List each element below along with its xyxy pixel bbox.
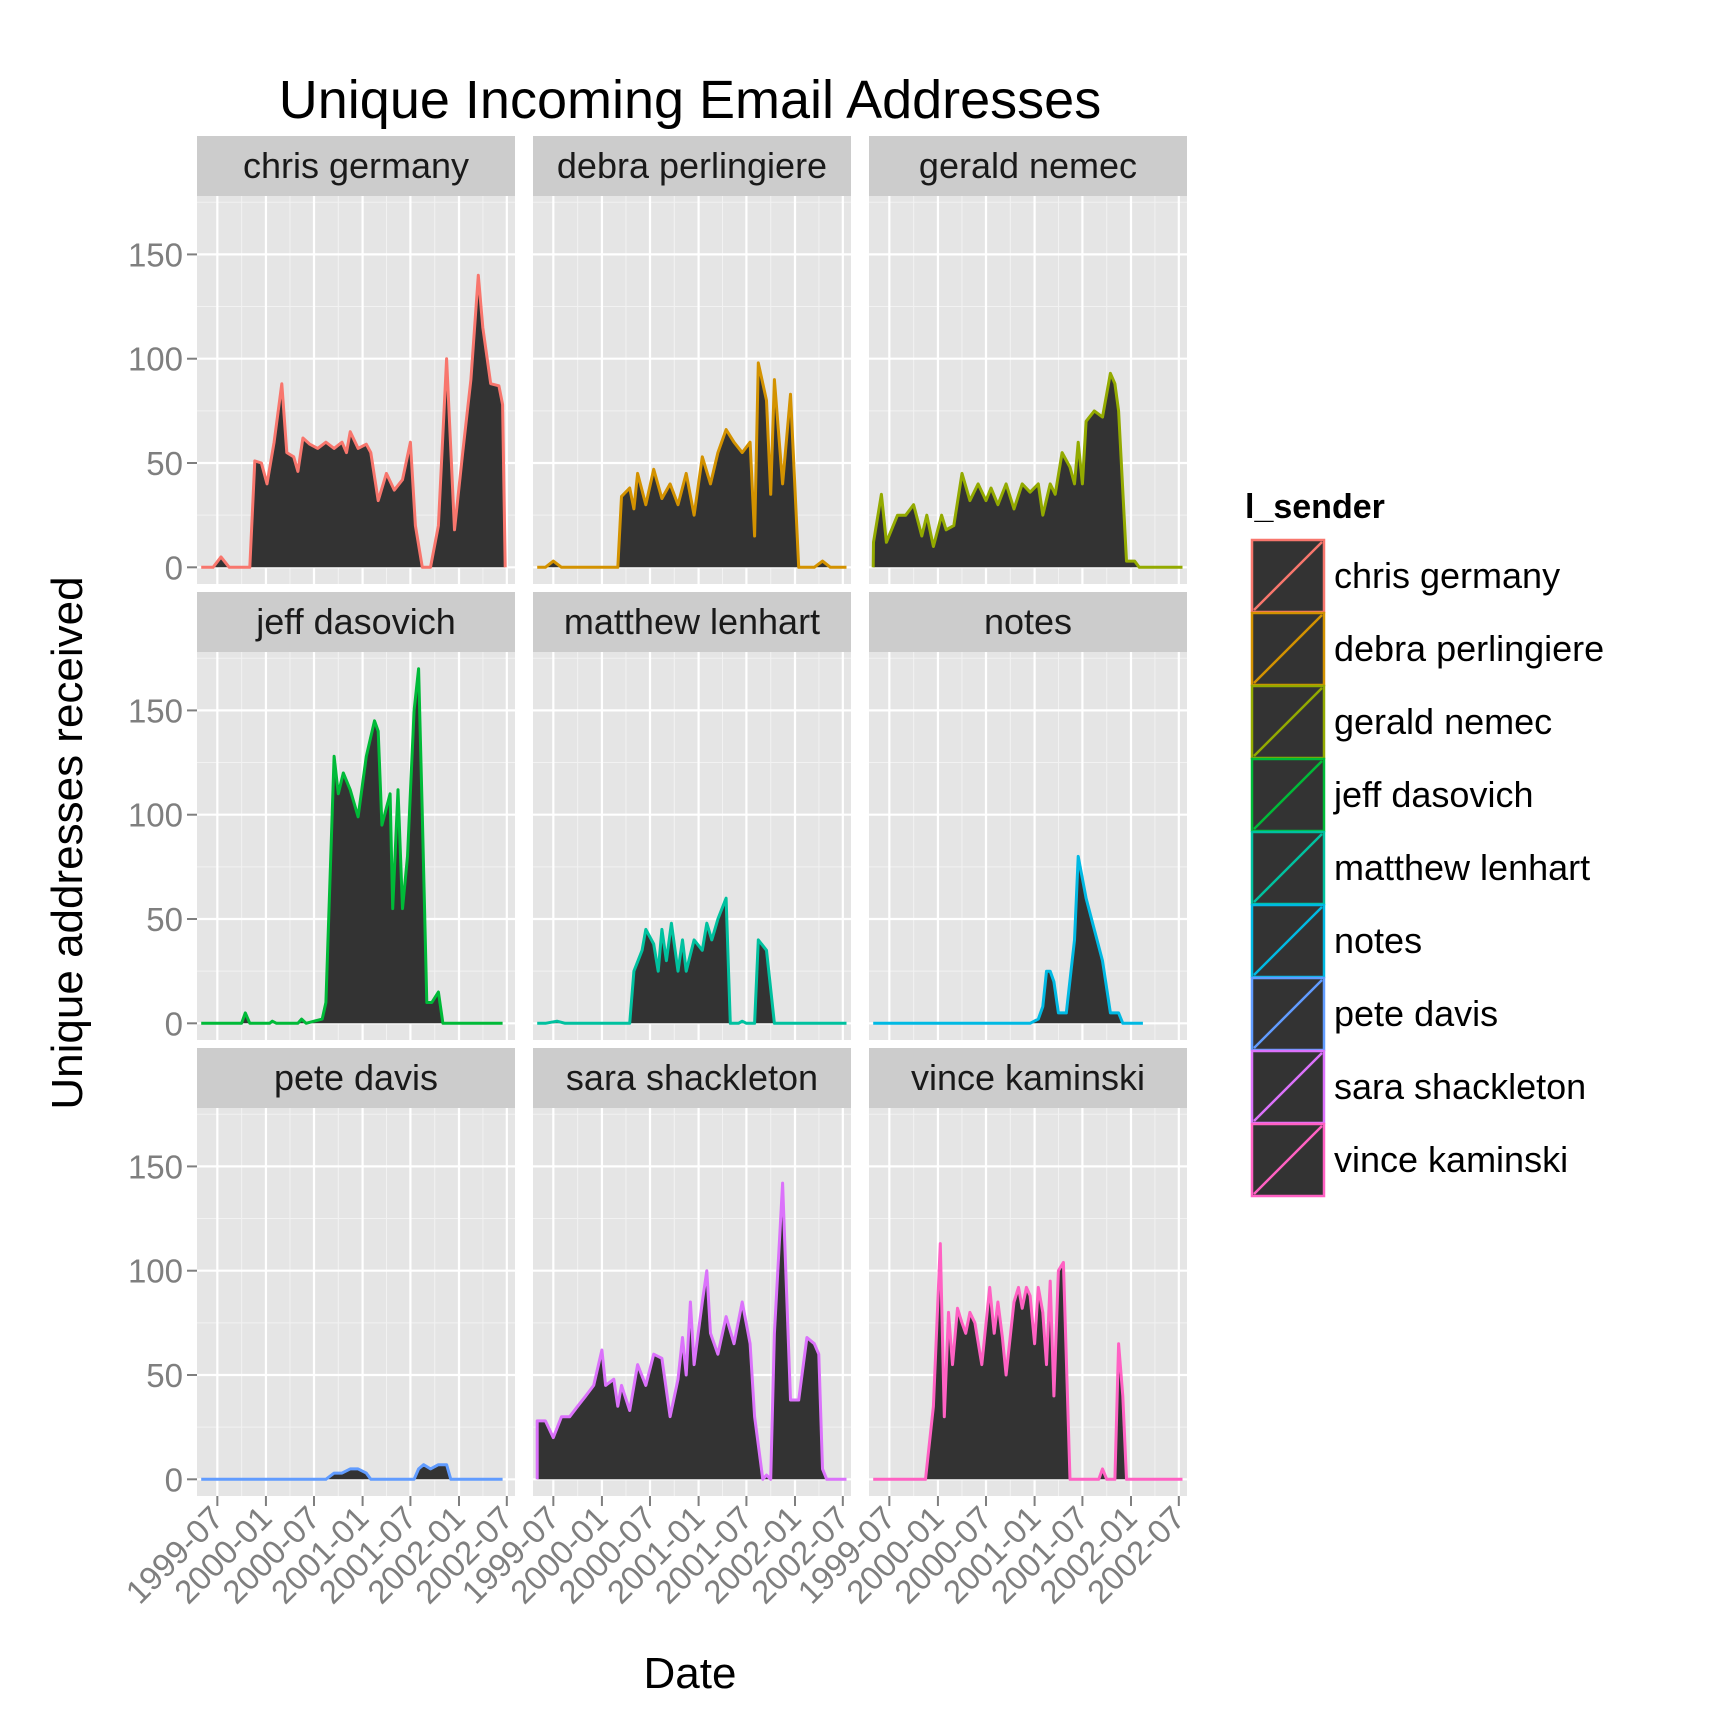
legend-key-line-pete-davis	[1253, 979, 1323, 1049]
y-tick-label: 0	[165, 1005, 183, 1042]
legend-label-jeff-dasovich: jeff dasovich	[1333, 774, 1533, 815]
legend-key-line-chris-germany	[1253, 541, 1323, 611]
facet-panels: chris germany 0 50 100 150 debra perlingiere g…	[118, 136, 1192, 1611]
area-chris-germany	[201, 275, 506, 568]
area-matthew-lenhart	[537, 898, 847, 1024]
y-tick-label: 50	[146, 1357, 183, 1394]
y-tick-label: 100	[128, 797, 183, 834]
y-tick-label: 50	[146, 901, 183, 938]
panel-jeff-dasovich: jeff dasovich 0 50 100 150	[128, 592, 515, 1042]
strip-label-chris-germany: chris germany	[243, 145, 469, 186]
legend-key-line-jeff-dasovich	[1253, 760, 1323, 830]
series-line-vince-kaminski	[873, 1242, 1183, 1481]
panel-notes: notes	[869, 592, 1187, 1040]
area-debra-perlingiere	[537, 362, 847, 568]
panel-vince-kaminski: vince kaminski1999-072000-012000-072001-…	[790, 1048, 1192, 1611]
legend-item-jeff-dasovich: jeff dasovich	[1250, 757, 1533, 833]
legend-item-pete-davis: pete davis	[1250, 976, 1498, 1052]
legend-label-debra-perlingiere: debra perlingiere	[1334, 628, 1604, 669]
legend-key-line-sara-shackleton	[1253, 1052, 1323, 1122]
y-tick-label: 100	[128, 341, 183, 378]
strip-label-jeff-dasovich: jeff dasovich	[255, 601, 455, 642]
legend-key-line-debra-perlingiere	[1253, 614, 1323, 684]
legend-item-sara-shackleton: sara shackleton	[1250, 1049, 1586, 1125]
legend-label-pete-davis: pete davis	[1334, 993, 1498, 1034]
strip-label-gerald-nemec: gerald nemec	[919, 145, 1137, 186]
area-jeff-dasovich	[201, 668, 503, 1024]
y-tick-label: 100	[128, 1253, 183, 1290]
legend-key-line-vince-kaminski	[1253, 1125, 1323, 1195]
panel-background-notes	[869, 652, 1187, 1040]
area-vince-kaminski	[873, 1243, 1183, 1480]
legend-item-chris-germany: chris germany	[1250, 538, 1560, 614]
legend-item-debra-perlingiere: debra perlingiere	[1250, 611, 1604, 687]
legend-label-notes: notes	[1334, 920, 1422, 961]
strip-label-sara-shackleton: sara shackleton	[566, 1057, 818, 1098]
panel-chris-germany: chris germany 0 50 100 150	[128, 136, 515, 586]
series-line-pete-davis	[201, 1463, 503, 1481]
strip-label-matthew-lenhart: matthew lenhart	[564, 601, 820, 642]
series-line-notes	[873, 854, 1143, 1025]
strip-label-notes: notes	[984, 601, 1072, 642]
strip-vince-kaminski	[869, 1048, 1187, 1108]
legend-key-line-matthew-lenhart	[1253, 833, 1323, 903]
chart-title: Unique Incoming Email Addresses	[279, 70, 1101, 130]
series-line-matthew-lenhart	[537, 896, 847, 1025]
panel-pete-davis: pete davis0501001501999-072000-012000-07…	[118, 1048, 520, 1611]
strip-notes	[869, 592, 1187, 652]
legend-label-vince-kaminski: vince kaminski	[1334, 1139, 1568, 1180]
y-tick-label: 0	[165, 1461, 183, 1498]
y-tick-label: 0	[165, 549, 183, 586]
series-line-sara-shackleton	[535, 1181, 847, 1481]
panel-matthew-lenhart: matthew lenhart	[533, 592, 851, 1040]
strip-label-debra-perlingiere: debra perlingiere	[557, 145, 827, 186]
area-gerald-nemec	[873, 373, 1183, 568]
strip-chris-germany	[197, 136, 515, 196]
legend-item-matthew-lenhart: matthew lenhart	[1250, 830, 1590, 906]
series-line-debra-perlingiere	[537, 361, 847, 569]
panel-debra-perlingiere: debra perlingiere	[533, 136, 851, 584]
legend-label-chris-germany: chris germany	[1334, 555, 1560, 596]
panel-gerald-nemec: gerald nemec	[869, 136, 1187, 584]
legend-label-gerald-nemec: gerald nemec	[1334, 701, 1552, 742]
series-line-chris-germany	[201, 273, 507, 569]
x-axis-title: Date	[644, 1649, 737, 1698]
area-notes	[873, 856, 1143, 1024]
panel-background-pete-davis	[197, 1108, 515, 1496]
legend-title: l_sender	[1245, 488, 1385, 526]
strip-sara-shackleton	[533, 1048, 851, 1108]
legend-item-vince-kaminski: vince kaminski	[1250, 1122, 1568, 1198]
strip-gerald-nemec	[869, 136, 1187, 196]
legend: l_sender chris germany debra perlingiere g…	[1245, 488, 1604, 1198]
series-line-jeff-dasovich	[201, 667, 503, 1025]
strip-label-vince-kaminski: vince kaminski	[911, 1057, 1145, 1098]
strip-pete-davis	[197, 1048, 515, 1108]
y-tick-label: 150	[128, 1148, 183, 1185]
legend-label-sara-shackleton: sara shackleton	[1334, 1066, 1586, 1107]
strip-label-pete-davis: pete davis	[274, 1057, 438, 1098]
strip-debra-perlingiere	[533, 136, 851, 196]
strip-jeff-dasovich	[197, 592, 515, 652]
series-line-gerald-nemec	[871, 371, 1183, 569]
legend-item-gerald-nemec: gerald nemec	[1250, 684, 1552, 760]
y-tick-label: 150	[128, 692, 183, 729]
y-tick-label: 50	[146, 445, 183, 482]
legend-item-notes: notes	[1250, 903, 1422, 979]
y-axis-title: Unique addresses received	[43, 576, 92, 1109]
legend-key-line-gerald-nemec	[1253, 687, 1323, 757]
y-tick-label: 150	[128, 236, 183, 273]
strip-matthew-lenhart	[533, 592, 851, 652]
legend-key-line-notes	[1253, 906, 1323, 976]
legend-label-matthew-lenhart: matthew lenhart	[1334, 847, 1590, 888]
